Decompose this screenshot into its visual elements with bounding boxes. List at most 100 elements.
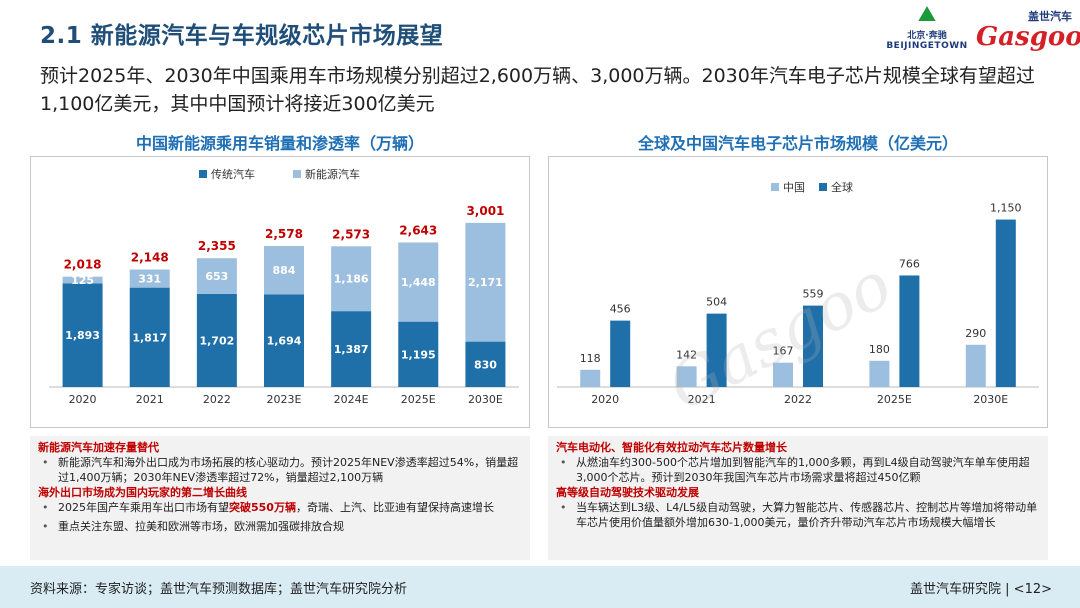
left-label-nev: 1,186 — [334, 273, 369, 286]
right-x-tick: 2021 — [688, 393, 716, 406]
right-bar-global — [899, 275, 920, 387]
right-bar-global — [706, 313, 727, 387]
left-label-traditional: 1,694 — [267, 335, 302, 348]
right-note-item-2: 当车辆达到L3级、L4/L5级自动驾驶，大算力智能芯片、传感器芯片、控制芯片等增… — [556, 500, 1040, 530]
left-chart: 传统汽车 新能源汽车 1,893 125 2,018 2020 1,817 331 2,148 2… — [49, 167, 519, 406]
right-label-global: 559 — [803, 288, 824, 301]
left-bar-traditional — [398, 321, 439, 387]
right-legend-swatch-0 — [771, 183, 779, 191]
right-x-tick: 2020 — [591, 393, 619, 406]
left-notes: 新能源汽车加速存量替代 新能源汽车和海外出口成为市场拓展的核心驱动力。预计202… — [30, 436, 530, 560]
left-bar-traditional — [264, 294, 304, 387]
left-bar-traditional — [465, 341, 506, 387]
left-x-tick: 2024E — [334, 393, 369, 406]
left-legend-swatch-1 — [293, 170, 301, 178]
left-label-nev: 2,171 — [468, 276, 503, 289]
gasgoo-logo-en: Gasgoo — [976, 22, 1080, 52]
left-label-traditional: 1,893 — [65, 329, 100, 342]
left-label-total: 2,355 — [198, 239, 236, 253]
left-bar-nev — [465, 222, 506, 342]
left-bar-traditional — [331, 311, 372, 387]
right-label-china: 142 — [676, 348, 697, 361]
left-legend-label-0: 传统汽车 — [211, 167, 255, 181]
left-label-total: 2,573 — [332, 227, 370, 241]
left-label-traditional: 1,387 — [334, 343, 369, 356]
right-label-china: 167 — [773, 345, 794, 358]
right-note-item-1: 从燃油车约300-500个芯片增加到智能汽车的1,000多颗，再到L4级自动驾驶… — [556, 455, 1040, 485]
left-label-nev: 125 — [71, 274, 94, 287]
left-note-item-2: 2025年国产车乘用车出口市场有望突破550万辆，奇瑞、上汽、比亚迪有望保持高速… — [38, 500, 522, 515]
left-label-total: 2,643 — [399, 223, 437, 237]
right-x-tick: 2030E — [973, 393, 1008, 406]
left-x-tick: 2030E — [468, 393, 503, 406]
footer-page-number: <12> — [1013, 582, 1052, 597]
left-x-tick: 2022 — [203, 393, 231, 406]
right-notes-heading-1: 汽车电动化、智能化有效拉动汽车芯片数量增长 — [556, 441, 787, 454]
right-label-global: 766 — [899, 257, 920, 270]
right-label-global: 504 — [706, 296, 727, 309]
right-label-global: 456 — [610, 303, 631, 316]
footer-sep: | — [1005, 582, 1014, 597]
left-bar-nev — [196, 258, 237, 294]
right-legend-label-1: 全球 — [831, 180, 853, 194]
right-chart: 中国 全球 118 456 2020 142 504 2021 167 559 2022 180 766… — [557, 180, 1039, 406]
left-bar-nev — [129, 269, 170, 288]
left-bar-traditional — [196, 293, 237, 387]
left-legend-label-1: 新能源汽车 — [305, 167, 360, 181]
left-note-item-1: 新能源汽车和海外出口成为市场拓展的核心驱动力。预计2025年NEV渗透率超过54… — [38, 455, 522, 485]
right-label-china: 180 — [869, 343, 890, 356]
right-bar-global — [610, 320, 631, 387]
left-bar-traditional — [129, 287, 170, 387]
page-subtitle: 预计2025年、2030年中国乘用车市场规模分别超过2,600万辆、3,000万… — [40, 65, 1035, 115]
left-x-tick: 2020 — [69, 393, 97, 406]
left-chart-panel: 传统汽车 新能源汽车 1,893 125 2,018 2020 1,817 331 2,148 2… — [30, 156, 530, 428]
right-bar-china — [676, 366, 697, 387]
left-label-total: 2,578 — [265, 227, 303, 241]
footer-source: 资料来源：专家访谈；盖世汽车预测数据库；盖世汽车研究院分析 — [30, 582, 408, 597]
left-note-item-2-post: ，奇瑞、上汽、比亚迪有望保持高速增长 — [295, 501, 494, 514]
right-bar-global — [995, 219, 1016, 387]
left-label-nev: 331 — [138, 273, 161, 286]
right-bar-china — [773, 362, 793, 387]
gasgoo-logo: 盖世汽车 Gasgoo — [976, 8, 1080, 58]
left-label-total: 2,148 — [131, 251, 169, 265]
left-note-item-3: 重点关注东盟、拉美和欧洲等市场，欧洲需加强碳排放合规 — [38, 519, 522, 534]
right-chart-title: 全球及中国汽车电子芯片市场规模（亿美元） — [637, 134, 958, 153]
left-label-traditional: 1,817 — [132, 331, 167, 344]
beijing-logo-icon: ⛰ — [917, 2, 937, 27]
left-x-tick: 2025E — [401, 393, 436, 406]
left-legend-swatch-0 — [199, 170, 207, 178]
left-note-item-2-em: 突破550万辆 — [229, 501, 296, 514]
left-bar-nev — [62, 276, 103, 284]
footer: 资料来源：专家访谈；盖世汽车预测数据库；盖世汽车研究院分析 盖世汽车研究院 | … — [0, 566, 1080, 608]
right-label-china: 290 — [965, 327, 986, 340]
left-notes-heading-2: 海外出口市场成为国内玩家的第二增长曲线 — [38, 486, 247, 499]
left-note-item-2-pre: 2025年国产车乘用车出口市场有望 — [58, 501, 229, 514]
left-bar-nev — [264, 246, 304, 295]
right-chart-panel: 中国 全球 118 456 2020 142 504 2021 167 559 2022 180 766… — [548, 156, 1048, 428]
beijing-logo-cn: 北京·奔驰 — [907, 31, 947, 41]
beijing-logo: ⛰ 北京·奔驰 BEIJINGETOWN — [882, 2, 972, 62]
left-bar-nev — [331, 246, 372, 312]
left-label-nev: 1,448 — [401, 276, 436, 289]
left-bar-traditional — [62, 283, 103, 387]
right-notes-heading-2: 高等级自动驾驶技术驱动发展 — [556, 486, 699, 499]
left-label-total: 2,018 — [64, 258, 102, 272]
right-label-global: 1,150 — [990, 202, 1022, 215]
left-notes-heading-1: 新能源汽车加速存量替代 — [38, 441, 159, 454]
page-title: 2.1 新能源汽车与车规级芯片市场展望 — [40, 23, 444, 49]
footer-org: 盖世汽车研究院 — [910, 582, 1002, 597]
footer-right: 盖世汽车研究院 | <12> — [910, 578, 1052, 597]
right-bar-china — [965, 344, 986, 387]
left-x-tick: 2023E — [267, 393, 302, 406]
right-label-china: 118 — [580, 352, 601, 365]
left-label-traditional: 1,195 — [401, 348, 436, 361]
left-label-total: 3,001 — [466, 204, 504, 218]
right-bar-global — [803, 305, 823, 387]
left-label-traditional: 830 — [474, 358, 497, 371]
logo-group: ⛰ 北京·奔驰 BEIJINGETOWN 盖世汽车 Gasgoo — [872, 2, 1080, 62]
gasgoo-logo-cn: 盖世汽车 — [1028, 10, 1072, 23]
left-bar-nev — [398, 242, 439, 322]
right-x-tick: 2025E — [877, 393, 912, 406]
right-legend-label-0: 中国 — [783, 181, 805, 194]
